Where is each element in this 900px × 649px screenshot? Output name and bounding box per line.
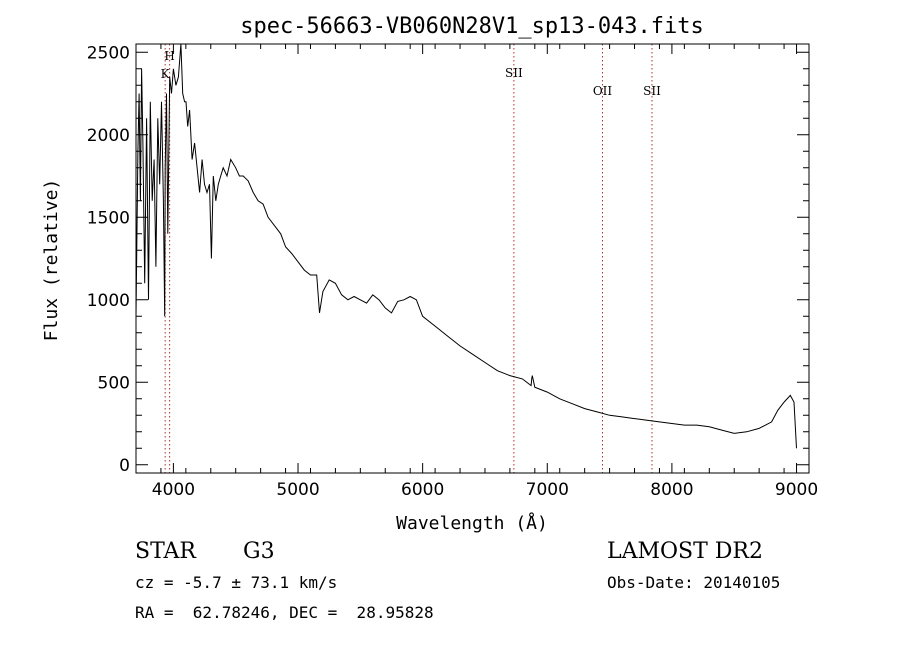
x-tick-label: 9000 <box>775 480 818 500</box>
object-class: STAR <box>135 539 196 564</box>
x-tick-label: 4000 <box>152 480 195 500</box>
y-tick-label: 1500 <box>87 208 130 228</box>
coordinates: RA = 62.78246, DEC = 28.95828 <box>135 603 434 622</box>
object-subclass: G3 <box>243 539 275 564</box>
line-marker-label: SII <box>505 66 523 80</box>
y-tick-label: 0 <box>119 456 130 476</box>
survey-name: LAMOST DR2 <box>607 539 763 564</box>
x-tick-label: 6000 <box>401 480 444 500</box>
line-marker-label: H <box>164 49 174 63</box>
redshift-cz: cz = -5.7 ± 73.1 km/s <box>135 573 338 592</box>
x-tick-label: 7000 <box>526 480 569 500</box>
axis-ticks: 4000 5000 6000 7000 8000 9000 0 500 1000 1500 2000… <box>87 43 818 500</box>
line-marker-label: OII <box>593 84 613 98</box>
line-marker-label: K <box>161 67 171 81</box>
y-tick-label: 2500 <box>87 43 130 63</box>
line-marker-label: SII <box>643 84 661 98</box>
x-axis-label: Wavelength (Å) <box>396 512 548 534</box>
plot-frame <box>135 43 810 474</box>
y-tick-label: 1000 <box>87 291 130 311</box>
x-tick-label: 8000 <box>650 480 693 500</box>
chart-title: spec-56663-VB060N28V1_sp13-043.fits <box>240 14 704 39</box>
y-axis-label: Flux (relative) <box>41 179 62 342</box>
x-tick-label: 5000 <box>276 480 319 500</box>
y-tick-label: 500 <box>98 373 130 393</box>
y-tick-label: 2000 <box>87 126 130 146</box>
spectrum-line <box>135 43 797 449</box>
observation-date: Obs-Date: 20140105 <box>607 573 781 592</box>
emission-line-markers: HK SII OII SII <box>161 44 661 473</box>
